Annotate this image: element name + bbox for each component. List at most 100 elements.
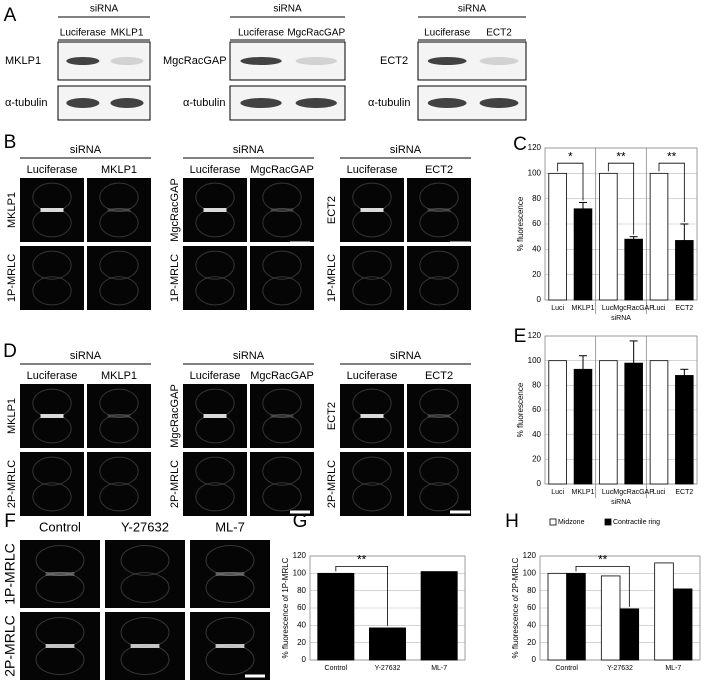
x-tick-label: MKLP1 (572, 489, 595, 496)
x-tick-label: Luci (602, 305, 615, 312)
cell-outline (262, 276, 302, 306)
bar (675, 375, 694, 485)
bar (420, 571, 458, 661)
bar (547, 572, 568, 661)
cell-outline (419, 250, 459, 280)
legend-label: Contractile ring (613, 519, 660, 526)
group-header: siRNA (233, 350, 265, 362)
significance-label: * (568, 149, 573, 163)
midzone-signal (203, 208, 227, 212)
y-axis-label: % fluorescence (516, 196, 525, 251)
cell-outline (419, 414, 459, 444)
bar (317, 572, 355, 661)
cell-outline (262, 388, 302, 418)
lane-label: Luciferase (424, 28, 471, 39)
x-tick-label: ECT2 (675, 489, 693, 496)
row-label: 2P-MRLC (326, 460, 338, 508)
midzone-signal (203, 414, 227, 418)
lane-label: MKLP1 (111, 28, 144, 39)
micrograph (87, 384, 151, 448)
cell-outline (99, 182, 139, 212)
cell-outline (32, 276, 72, 306)
blot-header: siRNA (273, 4, 302, 15)
row-label: 1P-MRLC (2, 543, 18, 604)
significance-bracket (607, 162, 635, 235)
midzone-signal (270, 414, 294, 418)
panel-letter: H (505, 511, 519, 532)
micrograph (407, 178, 471, 242)
cell-outline (205, 544, 255, 576)
row-label: 2P-MRLC (169, 460, 181, 508)
micrograph (250, 178, 314, 242)
x-tick-label: MgcRacGAP (613, 489, 654, 496)
cell-outline (419, 182, 459, 212)
cell-outline (120, 572, 170, 604)
column-label: Luciferase (190, 164, 241, 176)
midzone-signal (270, 208, 294, 212)
row-label: 2P-MRLC (2, 615, 18, 676)
significance-bracket (575, 566, 630, 607)
panel-letter: A (4, 5, 17, 26)
micrograph (340, 452, 404, 516)
micrograph (20, 452, 84, 516)
blot-header: siRNA (90, 4, 119, 15)
column-label: MgcRacGAP (250, 164, 314, 176)
legend-swatch (604, 518, 612, 526)
blot-band (110, 57, 144, 65)
blot-band (427, 98, 467, 108)
x-tick-label: Control (555, 665, 578, 672)
group-header: siRNA (70, 350, 102, 362)
midzone-signal (360, 414, 384, 418)
cell-outline (419, 276, 459, 306)
midzone-signal (45, 644, 75, 648)
midzone-signal (130, 644, 160, 648)
micrograph (87, 452, 151, 516)
cell-outline (32, 482, 72, 512)
blot-band (427, 57, 467, 65)
blot-band (66, 57, 100, 65)
x-tick-label: Y-27632 (375, 665, 401, 672)
micrograph (183, 452, 247, 516)
cell-outline (205, 572, 255, 604)
blot-band (479, 98, 519, 108)
group-header: siRNA (390, 144, 422, 156)
cell-outline (99, 414, 139, 444)
row-label: MKLP1 (6, 398, 18, 434)
cell-outline (35, 572, 85, 604)
y-tick-label: 120 (293, 551, 307, 560)
y-axis-label: % fluorescence of 2P-MRLC (511, 557, 520, 658)
column-label: Luciferase (347, 164, 398, 176)
y-tick-label: 60 (532, 405, 541, 414)
y-axis-label: % fluorescence (516, 382, 525, 437)
plot-frame (544, 147, 698, 301)
bar (672, 588, 693, 661)
legend-label: Midzone (558, 519, 585, 526)
significance-bracket (335, 566, 388, 626)
micrograph (20, 246, 84, 310)
x-tick-label: ECT2 (675, 305, 693, 312)
y-axis-label: % fluorescence of 1P-MRLC (281, 557, 290, 658)
row-label: ECT2 (326, 402, 338, 430)
blot-band (295, 98, 337, 108)
midzone-signal (360, 208, 384, 212)
bar (654, 562, 674, 661)
significance-label: ** (598, 553, 608, 567)
bar (649, 172, 669, 301)
row-label: ECT2 (326, 196, 338, 224)
row-label: α-tubulin (183, 97, 225, 109)
micrograph (340, 246, 404, 310)
y-tick-label: 20 (297, 638, 306, 647)
y-tick-label: 40 (532, 430, 541, 439)
row-label: α-tubulin (368, 97, 410, 109)
bar (566, 572, 586, 661)
cell-outline (120, 544, 170, 576)
panel-letter: D (3, 341, 17, 362)
blot-band (240, 57, 282, 65)
legend-swatch (549, 518, 557, 526)
y-tick-label: 40 (527, 620, 536, 629)
x-axis-label: siRNA (611, 499, 631, 506)
panel-letter: E (514, 326, 527, 347)
x-axis-label: siRNA (611, 315, 631, 322)
column-label: ML-7 (215, 519, 245, 534)
